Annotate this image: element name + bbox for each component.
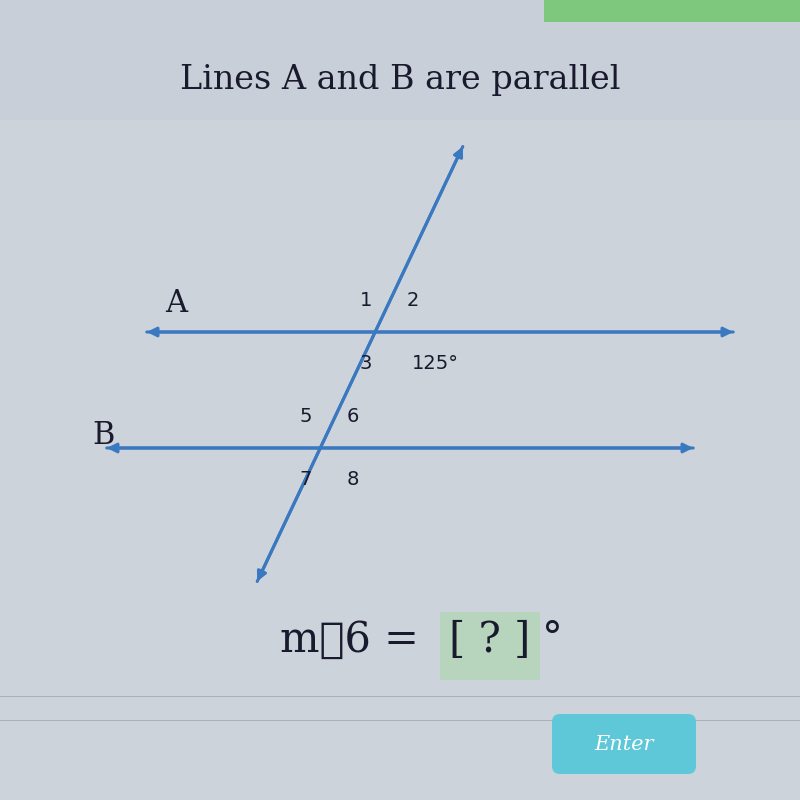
Text: B: B bbox=[93, 421, 115, 451]
FancyBboxPatch shape bbox=[552, 714, 696, 774]
Text: 2: 2 bbox=[406, 290, 418, 310]
Text: 6: 6 bbox=[346, 406, 358, 426]
FancyBboxPatch shape bbox=[440, 612, 540, 680]
Text: 1: 1 bbox=[360, 290, 372, 310]
Text: 125°: 125° bbox=[412, 354, 459, 374]
Text: 7: 7 bbox=[300, 470, 312, 490]
Text: 5: 5 bbox=[299, 406, 312, 426]
Text: Enter: Enter bbox=[594, 734, 654, 754]
Text: 3: 3 bbox=[360, 354, 372, 374]
Text: A: A bbox=[165, 289, 187, 319]
Text: °: ° bbox=[542, 619, 563, 661]
Text: 8: 8 bbox=[346, 470, 358, 490]
FancyBboxPatch shape bbox=[544, 0, 800, 22]
Text: Lines A and B are parallel: Lines A and B are parallel bbox=[180, 64, 620, 96]
Text: [ ? ]: [ ? ] bbox=[450, 619, 530, 661]
Text: m≀6 =: m≀6 = bbox=[280, 619, 432, 661]
FancyBboxPatch shape bbox=[0, 0, 800, 120]
